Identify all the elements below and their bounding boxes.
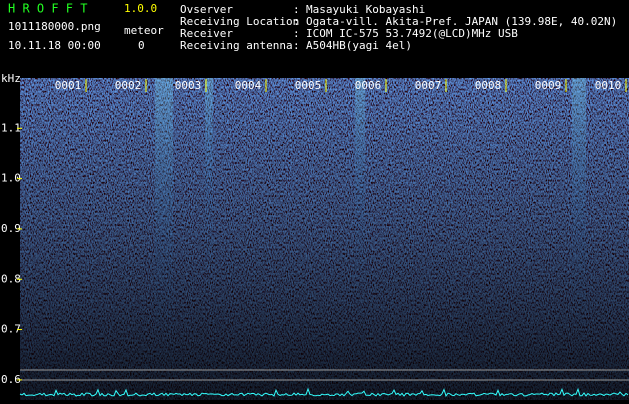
time-marker: 0008 [475, 79, 502, 92]
info-label: Receiving antenna [180, 39, 293, 52]
time-marker: 0002 [115, 79, 142, 92]
meteor-count: 0 [138, 39, 145, 52]
version: 1.0.0 [124, 2, 157, 15]
spectrogram-image [20, 78, 629, 400]
time-marker: 0010 [595, 79, 622, 92]
app-name: H R O F F T [8, 2, 87, 16]
file-name: 1011180000.png [8, 20, 101, 33]
datetime: 10.11.18 00:00 [8, 39, 101, 52]
time-marker: 0009 [535, 79, 562, 92]
time-marker: 0004 [235, 79, 262, 92]
meteor-label: meteor [124, 24, 164, 37]
time-marker: 0006 [355, 79, 382, 92]
y-unit: kHz [1, 72, 21, 85]
info-value: A504HB(yagi 4el) [306, 39, 412, 52]
header: H R O F F T 1.0.0 1011180000.png meteor … [8, 2, 164, 53]
time-marker: 0003 [175, 79, 202, 92]
time-marker: 0005 [295, 79, 322, 92]
time-marker: 0007 [415, 79, 442, 92]
fade [20, 78, 629, 400]
time-marker: 0001 [55, 79, 82, 92]
info-separator: : [293, 39, 300, 52]
